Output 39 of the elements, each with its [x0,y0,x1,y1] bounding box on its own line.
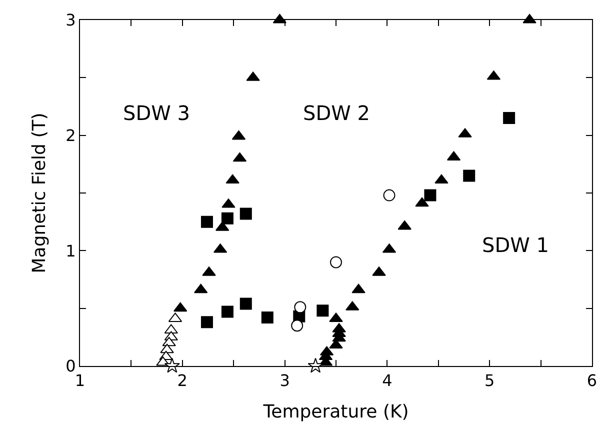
point [160,344,174,354]
point [424,189,436,202]
point [294,301,306,314]
point [291,320,304,332]
point [164,358,180,373]
point [330,256,342,268]
point [383,189,396,202]
point [261,312,274,324]
point [221,306,234,318]
point [200,316,213,328]
point [221,212,234,224]
x-tick-label: 4 [382,371,392,390]
x-tick-label: 2 [177,371,188,390]
point [240,298,252,310]
point [398,220,412,230]
y-tick-label: 3 [66,10,76,30]
point [200,216,213,228]
point [174,302,188,312]
annotation: SDW 1 [482,233,549,257]
point [162,336,176,346]
y-tick-label: 2 [66,126,76,145]
x-tick-label: 6 [586,371,598,390]
y-tick-label: 0 [66,356,76,376]
point [316,304,329,317]
point [240,208,252,220]
annotation: SDW 3 [123,101,190,125]
y-tick-label: 1 [66,241,76,260]
point [434,174,448,184]
x-axis-title: Temperature (K) [262,401,409,422]
annotation: SDW 2 [303,101,370,125]
y-axis-title: Magnetic Field (T) [28,112,50,274]
point [415,197,429,207]
x-tick-label: 3 [280,371,290,390]
point [503,112,516,124]
point [352,284,366,294]
x-tick-label: 5 [484,371,495,390]
point [226,174,240,184]
point [463,170,476,182]
point [308,358,324,373]
